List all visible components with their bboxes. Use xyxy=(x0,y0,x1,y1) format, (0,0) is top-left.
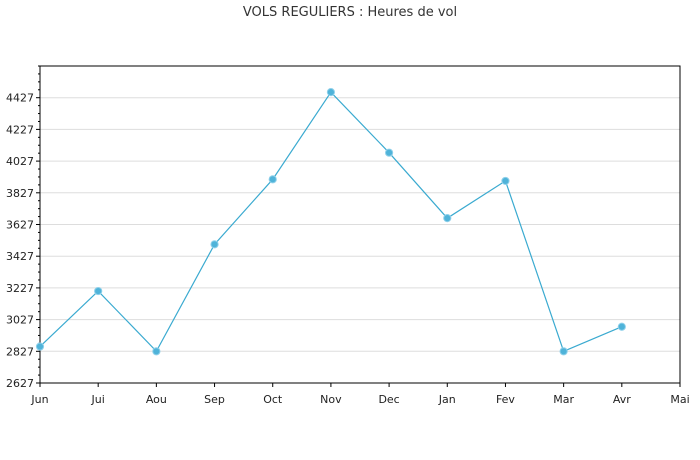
x-tick-label: Avr xyxy=(613,393,631,406)
y-tick-label: 3427 xyxy=(6,250,34,263)
data-point xyxy=(94,286,103,296)
y-tick-label: 4227 xyxy=(6,123,34,136)
y-tick-label: 3227 xyxy=(6,282,34,295)
x-tick-label: Jun xyxy=(30,393,48,406)
x-tick-label: Mai xyxy=(670,393,689,406)
x-tick-label: Sep xyxy=(204,393,225,406)
x-tick-label: Jan xyxy=(438,393,456,406)
x-tick-label: Oct xyxy=(263,393,283,406)
chart-title: VOLS REGULIERS : Heures de vol xyxy=(242,5,458,20)
series-line xyxy=(39,91,623,353)
data-point xyxy=(152,347,161,356)
x-tick-label: Jui xyxy=(91,393,105,406)
x-tick-label: Mar xyxy=(553,393,574,406)
data-point xyxy=(35,342,45,351)
data-point xyxy=(617,322,626,331)
y-tick-label: 2827 xyxy=(6,345,34,358)
x-tick-label: Nov xyxy=(320,393,342,406)
x-tick-label: Fev xyxy=(496,393,515,406)
y-axis: 2627 2827 3027 3227 3427 3627 3827 4027 4227 4427 xyxy=(6,65,40,390)
y-tick-label: 3827 xyxy=(6,187,34,200)
data-point xyxy=(268,175,277,184)
series-layer xyxy=(35,88,626,356)
data-point xyxy=(210,240,219,249)
y-tick-label: 4027 xyxy=(6,155,34,168)
data-point xyxy=(443,214,452,223)
y-tick-label: 3627 xyxy=(6,219,34,232)
data-point xyxy=(501,176,510,186)
y-tick-label: 3027 xyxy=(6,314,34,327)
x-tick-label: Aou xyxy=(146,393,167,406)
data-point xyxy=(559,347,568,356)
data-point xyxy=(326,88,336,97)
x-axis: Jun Jui Aou Sep Oct Nov Dec Jan Fev Mar Avr Mai xyxy=(30,383,690,406)
x-tick-label: Dec xyxy=(378,393,399,406)
y-tick-label: 4427 xyxy=(6,92,34,105)
y-tick-label: 2627 xyxy=(6,377,34,390)
data-point xyxy=(384,148,394,157)
grid-lines xyxy=(40,97,680,352)
